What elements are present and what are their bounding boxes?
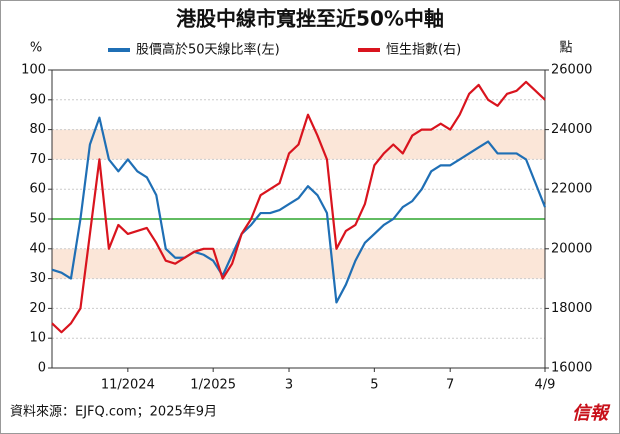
chart-title: 港股中線市寬挫至近50%中軸 xyxy=(176,7,444,31)
logo: 信報 xyxy=(572,403,611,424)
y-tick-label: 60 xyxy=(29,182,46,197)
y2-tick-label: 18000 xyxy=(551,301,592,316)
y-tick-label: 40 xyxy=(29,241,46,256)
y-unit: % xyxy=(30,41,42,56)
y-tick-label: 90 xyxy=(29,92,46,107)
x-tick-label: 1/2025 xyxy=(190,378,236,393)
y2-tick-label: 16000 xyxy=(551,361,592,376)
y-tick-label: 80 xyxy=(29,122,46,137)
data-line xyxy=(51,116,547,304)
x-tick-label: 4/9 xyxy=(535,378,556,393)
y-tick-label: 70 xyxy=(29,152,46,167)
y-tick-label: 10 xyxy=(29,331,46,346)
y2-tick-label: 26000 xyxy=(551,63,592,78)
y-tick-label: 20 xyxy=(29,301,46,316)
y-tick-label: 100 xyxy=(21,63,46,78)
plot-frame xyxy=(51,69,546,369)
y-tick-label: 50 xyxy=(29,212,46,227)
y2-tick-label: 24000 xyxy=(551,122,592,137)
source: 資料來源：EJFQ.com；2025年9月 xyxy=(10,405,217,420)
x-tick-label: 7 xyxy=(446,378,454,393)
y2-tick-label: 20000 xyxy=(551,241,592,256)
legend-label: 股價高於50天線比率(左) xyxy=(136,42,280,58)
data-line xyxy=(51,80,546,334)
y2-tick-label: 22000 xyxy=(551,182,592,197)
x-tick-label: 3 xyxy=(285,378,293,393)
legend-label: 恒生指數(右) xyxy=(386,43,461,58)
x-tick-label: 11/2024 xyxy=(101,378,155,393)
y-tick-label: 0 xyxy=(38,361,46,376)
x-tick-label: 5 xyxy=(370,378,378,393)
shaded-band xyxy=(52,248,545,279)
y-tick-label: 30 xyxy=(29,271,46,286)
y2-unit: 點 xyxy=(559,41,572,56)
